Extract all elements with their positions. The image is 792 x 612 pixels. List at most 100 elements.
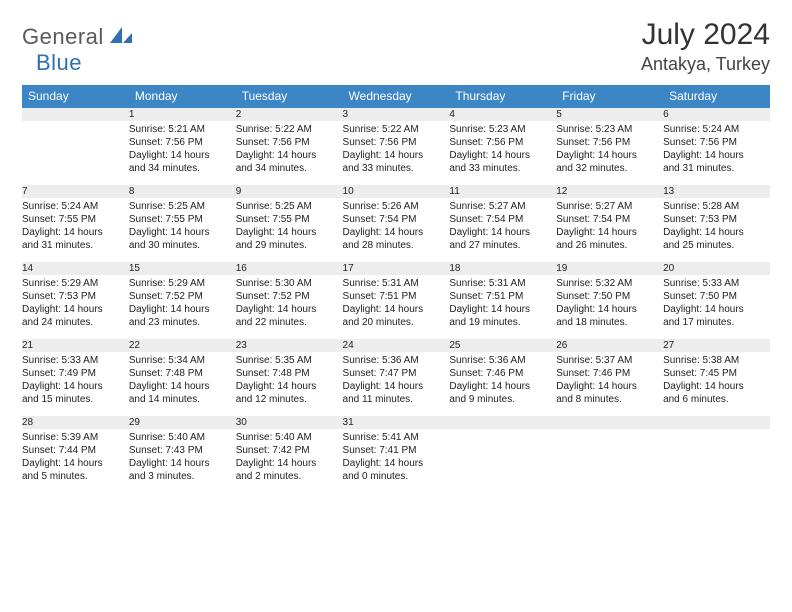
- sunrise-text: Sunrise: 5:36 AM: [449, 354, 556, 367]
- sunrise-text: Sunrise: 5:39 AM: [22, 431, 129, 444]
- day-cell: Sunrise: 5:38 AMSunset: 7:45 PMDaylight:…: [663, 353, 770, 415]
- daylight-text: Daylight: 14 hours: [129, 457, 236, 470]
- daylight-text: Daylight: 14 hours: [343, 380, 450, 393]
- weekday-header: Wednesday: [343, 85, 450, 108]
- sunrise-text: Sunrise: 5:36 AM: [343, 354, 450, 367]
- sunset-text: Sunset: 7:50 PM: [663, 290, 770, 303]
- sunset-text: Sunset: 7:41 PM: [343, 444, 450, 457]
- daylight-text: and 19 minutes.: [449, 316, 556, 329]
- sunrise-text: Sunrise: 5:31 AM: [449, 277, 556, 290]
- day-cell: Sunrise: 5:40 AMSunset: 7:43 PMDaylight:…: [129, 430, 236, 492]
- day-cell: Sunrise: 5:36 AMSunset: 7:47 PMDaylight:…: [343, 353, 450, 415]
- daylight-text: and 6 minutes.: [663, 393, 770, 406]
- day-cell: Sunrise: 5:23 AMSunset: 7:56 PMDaylight:…: [556, 122, 663, 184]
- detail-row: Sunrise: 5:29 AMSunset: 7:53 PMDaylight:…: [22, 276, 770, 338]
- sunset-text: Sunset: 7:45 PM: [663, 367, 770, 380]
- sunset-text: Sunset: 7:56 PM: [556, 136, 663, 149]
- day-cell: Sunrise: 5:24 AMSunset: 7:55 PMDaylight:…: [22, 199, 129, 261]
- daylight-text: Daylight: 14 hours: [129, 380, 236, 393]
- sunset-text: Sunset: 7:56 PM: [663, 136, 770, 149]
- sunset-text: Sunset: 7:55 PM: [22, 213, 129, 226]
- day-number: 8: [129, 184, 236, 199]
- day-number: 12: [556, 184, 663, 199]
- daynum-row: 78910111213: [22, 184, 770, 199]
- day-number: 23: [236, 338, 343, 353]
- daylight-text: and 15 minutes.: [22, 393, 129, 406]
- day-cell: Sunrise: 5:25 AMSunset: 7:55 PMDaylight:…: [236, 199, 343, 261]
- daylight-text: and 34 minutes.: [129, 162, 236, 175]
- daylight-text: and 24 minutes.: [22, 316, 129, 329]
- sunrise-text: Sunrise: 5:25 AM: [129, 200, 236, 213]
- sunset-text: Sunset: 7:48 PM: [129, 367, 236, 380]
- day-cell: Sunrise: 5:31 AMSunset: 7:51 PMDaylight:…: [343, 276, 450, 338]
- daylight-text: Daylight: 14 hours: [449, 149, 556, 162]
- daylight-text: and 23 minutes.: [129, 316, 236, 329]
- day-number: [22, 108, 129, 123]
- day-cell: Sunrise: 5:36 AMSunset: 7:46 PMDaylight:…: [449, 353, 556, 415]
- daylight-text: and 27 minutes.: [449, 239, 556, 252]
- daylight-text: Daylight: 14 hours: [22, 457, 129, 470]
- daylight-text: Daylight: 14 hours: [343, 303, 450, 316]
- daylight-text: and 18 minutes.: [556, 316, 663, 329]
- weekday-header: Thursday: [449, 85, 556, 108]
- day-number: 7: [22, 184, 129, 199]
- daylight-text: Daylight: 14 hours: [129, 149, 236, 162]
- daylight-text: Daylight: 14 hours: [449, 303, 556, 316]
- sunset-text: Sunset: 7:44 PM: [22, 444, 129, 457]
- day-cell: [22, 122, 129, 184]
- day-cell: Sunrise: 5:37 AMSunset: 7:46 PMDaylight:…: [556, 353, 663, 415]
- sunrise-text: Sunrise: 5:33 AM: [663, 277, 770, 290]
- sunset-text: Sunset: 7:55 PM: [129, 213, 236, 226]
- day-number: [449, 415, 556, 430]
- daylight-text: Daylight: 14 hours: [236, 303, 343, 316]
- daylight-text: Daylight: 14 hours: [663, 303, 770, 316]
- daylight-text: Daylight: 14 hours: [343, 457, 450, 470]
- day-number: 11: [449, 184, 556, 199]
- day-cell: Sunrise: 5:25 AMSunset: 7:55 PMDaylight:…: [129, 199, 236, 261]
- detail-row: Sunrise: 5:33 AMSunset: 7:49 PMDaylight:…: [22, 353, 770, 415]
- logo-text-blue: Blue: [36, 50, 82, 75]
- day-number: [663, 415, 770, 430]
- day-number: 16: [236, 261, 343, 276]
- daylight-text: and 34 minutes.: [236, 162, 343, 175]
- sunset-text: Sunset: 7:56 PM: [236, 136, 343, 149]
- day-number: 22: [129, 338, 236, 353]
- sunset-text: Sunset: 7:53 PM: [22, 290, 129, 303]
- sunset-text: Sunset: 7:47 PM: [343, 367, 450, 380]
- day-number: 28: [22, 415, 129, 430]
- daylight-text: Daylight: 14 hours: [449, 380, 556, 393]
- daylight-text: Daylight: 14 hours: [343, 149, 450, 162]
- sunset-text: Sunset: 7:51 PM: [449, 290, 556, 303]
- sunset-text: Sunset: 7:56 PM: [449, 136, 556, 149]
- sunrise-text: Sunrise: 5:22 AM: [236, 123, 343, 136]
- day-number: 10: [343, 184, 450, 199]
- daylight-text: and 0 minutes.: [343, 470, 450, 483]
- weekday-header: Monday: [129, 85, 236, 108]
- day-number: 31: [343, 415, 450, 430]
- daylight-text: Daylight: 14 hours: [22, 303, 129, 316]
- daylight-text: and 9 minutes.: [449, 393, 556, 406]
- daylight-text: and 29 minutes.: [236, 239, 343, 252]
- daylight-text: and 3 minutes.: [129, 470, 236, 483]
- day-number: 14: [22, 261, 129, 276]
- detail-row: Sunrise: 5:24 AMSunset: 7:55 PMDaylight:…: [22, 199, 770, 261]
- day-cell: Sunrise: 5:32 AMSunset: 7:50 PMDaylight:…: [556, 276, 663, 338]
- detail-row: Sunrise: 5:21 AMSunset: 7:56 PMDaylight:…: [22, 122, 770, 184]
- daylight-text: Daylight: 14 hours: [236, 457, 343, 470]
- day-cell: Sunrise: 5:22 AMSunset: 7:56 PMDaylight:…: [236, 122, 343, 184]
- daylight-text: Daylight: 14 hours: [663, 149, 770, 162]
- daynum-row: 28293031: [22, 415, 770, 430]
- logo-sail-icon: [108, 25, 134, 50]
- daylight-text: and 30 minutes.: [129, 239, 236, 252]
- sunrise-text: Sunrise: 5:24 AM: [663, 123, 770, 136]
- weekday-header-row: Sunday Monday Tuesday Wednesday Thursday…: [22, 85, 770, 108]
- day-cell: Sunrise: 5:30 AMSunset: 7:52 PMDaylight:…: [236, 276, 343, 338]
- weekday-header: Saturday: [663, 85, 770, 108]
- day-cell: Sunrise: 5:34 AMSunset: 7:48 PMDaylight:…: [129, 353, 236, 415]
- daylight-text: and 11 minutes.: [343, 393, 450, 406]
- sunset-text: Sunset: 7:46 PM: [449, 367, 556, 380]
- weekday-header: Tuesday: [236, 85, 343, 108]
- daylight-text: and 20 minutes.: [343, 316, 450, 329]
- day-cell: [449, 430, 556, 492]
- sunrise-text: Sunrise: 5:29 AM: [22, 277, 129, 290]
